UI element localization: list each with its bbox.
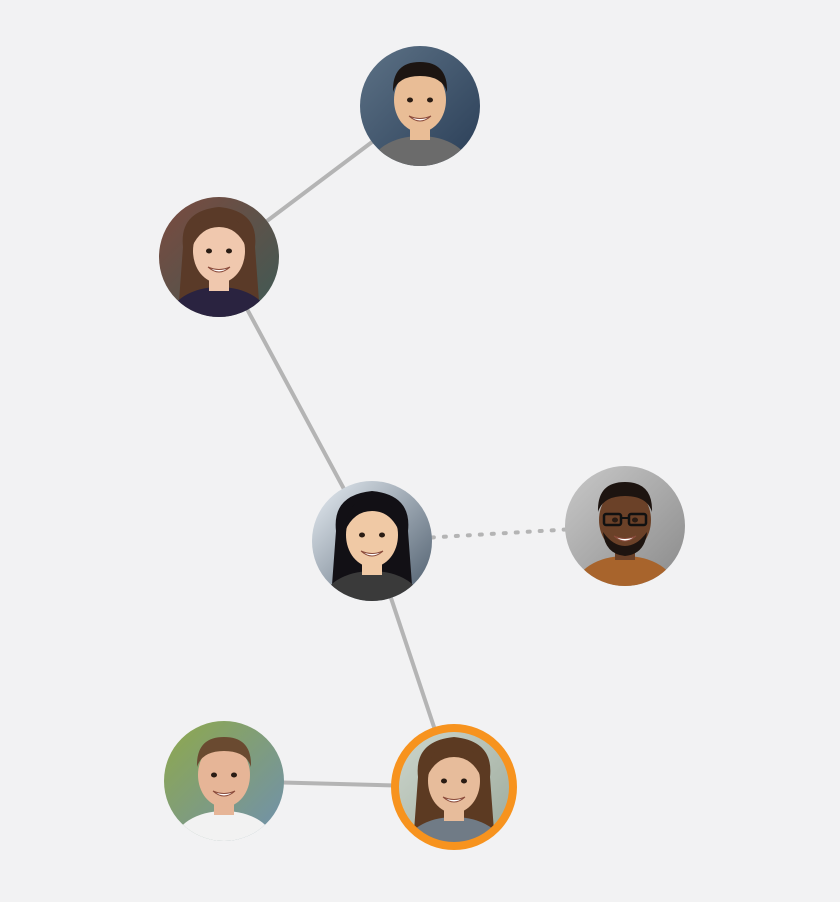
avatar-woman-brunette[interactable] xyxy=(159,197,279,351)
avatar-woman-asian[interactable] xyxy=(312,481,432,635)
nodes-layer xyxy=(159,46,685,881)
selected-ring xyxy=(391,724,517,850)
avatar-man-asian[interactable] xyxy=(360,46,480,200)
avatar-woman-smile[interactable] xyxy=(391,724,517,881)
avatar-man-glasses[interactable] xyxy=(565,466,685,620)
edges-layer xyxy=(217,104,627,789)
avatar-man-beard[interactable] xyxy=(164,721,284,875)
